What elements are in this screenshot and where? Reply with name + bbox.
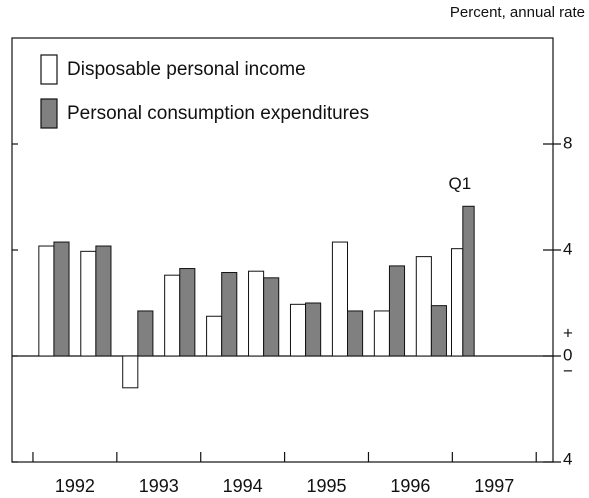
bar <box>206 315 223 357</box>
legend-swatch <box>40 54 58 85</box>
bar <box>95 245 112 357</box>
x-tick-label: 1997 <box>474 476 514 496</box>
y-tick-label: 4 <box>563 239 572 258</box>
y-tick-label: 4 <box>563 449 572 468</box>
x-tick-label: 1992 <box>55 476 95 496</box>
bar <box>462 205 475 357</box>
bar <box>373 310 390 357</box>
bar <box>137 310 154 357</box>
x-tick-label: 1995 <box>307 476 347 496</box>
bar <box>80 250 97 357</box>
bar <box>451 248 464 357</box>
x-tick-label: 1994 <box>223 476 263 496</box>
bar <box>388 265 406 357</box>
legend-label: Disposable personal income <box>67 59 306 80</box>
y-tick-label: 8 <box>563 133 572 152</box>
bar <box>38 245 55 357</box>
zero-sign: + <box>563 323 573 342</box>
x-tick-label: 1996 <box>390 476 430 496</box>
bar <box>248 270 265 357</box>
y-tick-label: 0 <box>563 345 572 364</box>
bar <box>331 241 349 357</box>
annotation: Q1 <box>448 174 471 193</box>
legend-label: Personal consumption expenditures <box>67 103 369 124</box>
unit-label: Percent, annual rate <box>450 4 585 21</box>
bar <box>289 303 307 357</box>
bar <box>53 241 70 357</box>
bar <box>221 272 238 357</box>
bar <box>430 305 447 357</box>
bar <box>305 302 322 357</box>
bar <box>122 355 139 389</box>
bar <box>415 256 432 357</box>
zero-sign: − <box>563 361 573 380</box>
x-tick-label: 1993 <box>139 476 179 496</box>
bar <box>347 310 364 357</box>
bar <box>164 274 181 357</box>
legend-swatch <box>40 98 58 129</box>
bar <box>179 268 196 357</box>
bar <box>263 277 280 357</box>
